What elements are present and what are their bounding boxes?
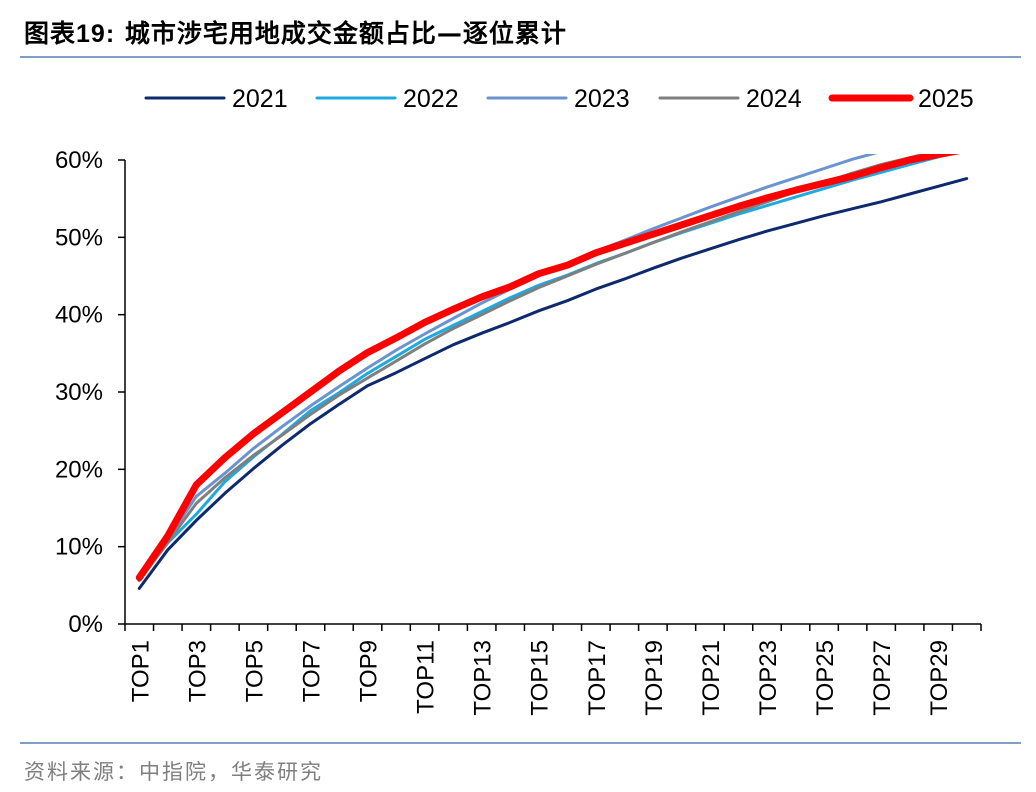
x-tick-label: TOP21	[698, 640, 725, 716]
x-tick-label: TOP19	[641, 640, 668, 716]
series-line-2023	[137, 154, 878, 579]
legend-label-2024: 2024	[746, 85, 802, 113]
x-tick-label: TOP3	[184, 640, 211, 702]
x-tick-label: TOP17	[584, 640, 611, 716]
y-tick-label: 40%	[55, 302, 103, 329]
x-tick-label: TOP25	[812, 640, 839, 716]
series-line-2024	[137, 154, 932, 583]
plot-area	[135, 154, 969, 590]
y-tick-label: 10%	[55, 534, 103, 561]
legend-label-2021: 2021	[232, 85, 288, 113]
y-tick-label: 60%	[55, 147, 103, 174]
x-tick-label: TOP7	[298, 640, 325, 702]
series-line-2025	[135, 154, 961, 582]
x-tick-label: TOP15	[527, 640, 554, 716]
legend-label-2023: 2023	[574, 85, 630, 113]
y-tick-label: 20%	[55, 456, 103, 483]
legend-label-2022: 2022	[403, 85, 459, 113]
series-line-2022	[137, 154, 955, 582]
x-tick-label: TOP9	[356, 640, 383, 702]
x-tick-label: TOP13	[470, 640, 497, 716]
title-number: 19:	[76, 20, 116, 48]
x-tick-label: TOP5	[241, 640, 268, 702]
title-text: 城市涉宅用地成交金额占比—逐位累计	[124, 19, 567, 48]
legend-label-2025: 2025	[918, 85, 974, 113]
x-tick-label: TOP27	[869, 640, 896, 716]
x-tick-label: TOP1	[127, 640, 154, 702]
bottom-rule	[20, 742, 1021, 744]
y-tick-label: 30%	[55, 379, 103, 406]
x-tick-label: TOP11	[413, 640, 440, 714]
y-axis: 0% 10% 20% 30% 40% 50% 60%	[55, 147, 126, 638]
title-prefix: 图表	[24, 19, 77, 48]
legend: 2021 2022 2023 2024 2025	[144, 85, 974, 113]
x-tick-label: TOP29	[926, 640, 953, 716]
series-line-2021	[137, 177, 969, 590]
source-note: 资料来源：中指院，华泰研究	[24, 760, 323, 784]
y-tick-label: 50%	[55, 224, 103, 251]
y-tick-label: 0%	[68, 611, 103, 638]
x-tick-label: TOP23	[755, 640, 782, 716]
x-axis: TOP1 TOP3 TOP5 TOP7 TOP9 TOP11 TOP13 TOP15 TOP17…	[124, 623, 982, 716]
top-rule	[20, 56, 1021, 58]
chart-title: 图表19: 城市涉宅用地成交金额占比—逐位累计	[24, 14, 567, 50]
